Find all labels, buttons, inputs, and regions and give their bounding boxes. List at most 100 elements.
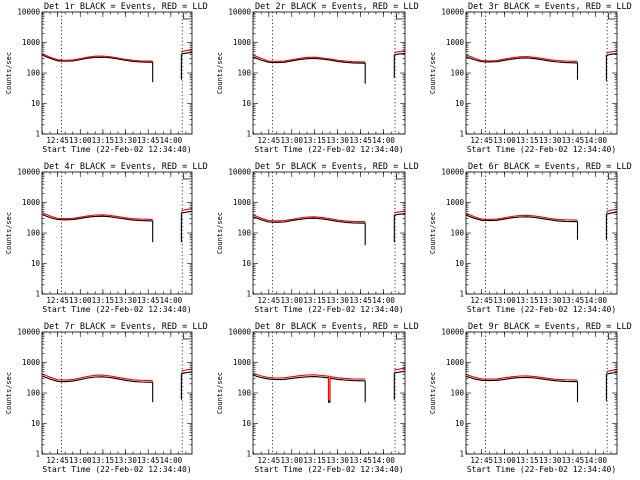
x-tick-label: 12:45 — [46, 456, 69, 465]
gap-marker — [183, 13, 190, 20]
y-axis-label: Counts/sec — [5, 372, 13, 414]
series-events-segment-1 — [253, 216, 366, 246]
plot-frame — [41, 331, 193, 455]
x-tick-label: 12:45 — [258, 296, 281, 305]
x-tick-label: 13:30 — [114, 456, 137, 465]
x-tick-label: 13:45 — [562, 136, 585, 145]
y-tick-label: 1000 — [233, 38, 252, 47]
gap-marker — [396, 333, 403, 340]
series-events-segment-1 — [42, 54, 154, 83]
panel-title: Det 3r BLACK = Events, RED = LLD — [468, 2, 632, 12]
y-tick-label: 10000 — [17, 8, 40, 17]
x-tick-label: 12:45 — [46, 296, 69, 305]
x-tick-label: 14:00 — [160, 136, 183, 145]
series-events-segment-1 — [42, 375, 154, 403]
y-tick-label: 10 — [31, 259, 41, 268]
y-tick-label: 1 — [459, 130, 464, 139]
panel-det-2: 1 10 100 1000 10000 12:45 13:00 13:15 13:30 13:45… — [216, 2, 419, 154]
y-tick-label: 1000 — [233, 198, 252, 207]
series-events-segment-2 — [393, 52, 406, 78]
x-tick-label: 13:45 — [349, 136, 372, 145]
x-tick-label: 13:45 — [562, 296, 585, 305]
panel-title: Det 7r BLACK = Events, RED = LLD — [44, 322, 208, 332]
y-tick-label: 10 — [455, 419, 465, 428]
y-tick-label: 1 — [459, 290, 464, 299]
y-tick-label: 10000 — [228, 168, 251, 177]
plot-frame — [252, 171, 406, 295]
x-tick-label: 13:30 — [326, 456, 349, 465]
x-tick-label: 13:00 — [69, 456, 92, 465]
series-lld-segment-2 — [606, 369, 618, 373]
x-tick-label: 12:45 — [258, 456, 281, 465]
x-tick-label: 13:15 — [303, 296, 326, 305]
x-tick-label: 14:00 — [372, 456, 395, 465]
y-tick-label: 1 — [35, 130, 40, 139]
series-lld-segment-2 — [394, 367, 406, 371]
y-tick-label: 1 — [246, 130, 251, 139]
series-events-segment-2 — [180, 371, 193, 400]
series-events-segment-2 — [393, 213, 406, 243]
series-lld-segment-2 — [606, 208, 618, 212]
panel-title: Det 2r BLACK = Events, RED = LLD — [255, 2, 419, 12]
x-tick-label: 14:00 — [160, 296, 183, 305]
y-tick-label: 1 — [35, 290, 40, 299]
series-events-segment-2 — [605, 371, 618, 401]
y-tick-label: 1000 — [22, 198, 41, 207]
x-tick-label: 13:30 — [114, 136, 137, 145]
x-tick-label: 13:45 — [137, 296, 160, 305]
x-tick-label: 14:00 — [584, 136, 607, 145]
x-tick-label: 13:30 — [114, 296, 137, 305]
y-tick-label: 1 — [246, 450, 251, 459]
series-lld-segment-1 — [466, 54, 578, 62]
gap-marker — [608, 173, 615, 180]
y-tick-label: 100 — [26, 69, 40, 78]
panel-det-1: 1 10 100 1000 10000 12:45 13:00 13:15 13:30 13:45… — [5, 2, 208, 154]
panel-det-6: 1 10 100 1000 10000 12:45 13:00 13:15 13:30 13:45… — [429, 162, 632, 314]
gap-marker — [183, 173, 190, 180]
panel-det-4: 1 10 100 1000 10000 12:45 13:00 13:15 13:30 13:45… — [5, 162, 208, 314]
x-tick-label: 12:45 — [470, 296, 493, 305]
y-tick-label: 10 — [31, 419, 41, 428]
panel-title: Det 6r BLACK = Events, RED = LLD — [468, 162, 632, 172]
series-events-segment-1 — [466, 56, 579, 80]
y-tick-label: 100 — [237, 229, 251, 238]
x-tick-label: 13:00 — [69, 296, 92, 305]
gap-marker — [396, 13, 403, 20]
gap-marker — [608, 333, 615, 340]
y-tick-label: 10000 — [441, 168, 464, 177]
x-tick-label: 13:00 — [280, 296, 303, 305]
y-tick-label: 1000 — [233, 358, 252, 367]
plot-frame — [252, 11, 406, 135]
x-tick-label: 13:15 — [516, 456, 539, 465]
x-tick-label: 13:15 — [303, 456, 326, 465]
panel-det-5: 1 10 100 1000 10000 12:45 13:00 13:15 13:30 13:45… — [216, 162, 419, 314]
series-lld-segment-1 — [253, 372, 366, 401]
y-tick-label: 10000 — [441, 328, 464, 337]
series-events-segment-1 — [253, 374, 366, 403]
y-tick-label: 100 — [26, 229, 40, 238]
y-tick-label: 10 — [31, 99, 41, 108]
y-tick-label: 1 — [459, 450, 464, 459]
y-tick-label: 1000 — [446, 358, 465, 367]
x-tick-label: 12:45 — [470, 456, 493, 465]
y-tick-label: 100 — [237, 389, 251, 398]
y-axis-label: Counts/sec — [216, 372, 224, 414]
y-tick-label: 10000 — [441, 8, 464, 17]
gap-marker — [396, 173, 403, 180]
series-lld-segment-1 — [466, 374, 578, 381]
x-tick-label: 13:15 — [516, 296, 539, 305]
x-tick-label: 14:00 — [372, 296, 395, 305]
x-tick-label: 12:45 — [258, 136, 281, 145]
series-events-segment-2 — [180, 210, 193, 243]
y-axis-label: Counts/sec — [216, 212, 224, 254]
y-axis-label: Counts/sec — [5, 212, 13, 254]
x-tick-label: 13:45 — [137, 456, 160, 465]
x-axis-label: Start Time (22-Feb-02 12:34:40) — [467, 145, 616, 154]
y-tick-label: 1000 — [446, 198, 465, 207]
x-tick-label: 13:00 — [280, 136, 303, 145]
gap-marker — [608, 13, 615, 20]
x-tick-label: 13:30 — [326, 136, 349, 145]
x-tick-label: 13:00 — [69, 136, 92, 145]
x-tick-label: 13:15 — [303, 136, 326, 145]
series-lld-segment-1 — [253, 214, 366, 223]
